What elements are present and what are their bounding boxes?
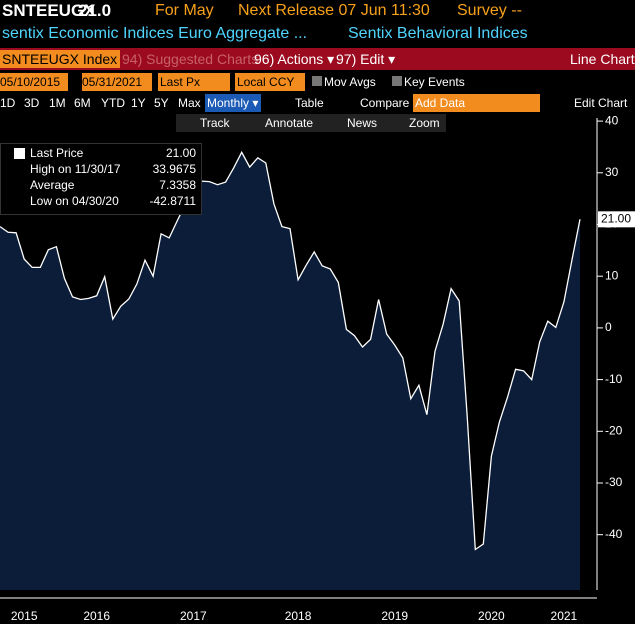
edit-chart[interactable]: Edit Chart xyxy=(574,96,628,110)
checkbox[interactable] xyxy=(392,76,402,86)
chart-type: Line Chart xyxy=(570,51,635,67)
toolbar xyxy=(0,48,635,70)
table[interactable]: Table xyxy=(295,96,324,110)
range-button[interactable]: 1M xyxy=(49,96,66,110)
tool-button[interactable]: News xyxy=(347,116,378,130)
range-button[interactable]: 3D xyxy=(24,96,40,110)
y-tick-label: -40 xyxy=(605,527,623,541)
last: 21.0 xyxy=(78,1,112,20)
last-value-label: 21.00 xyxy=(601,211,631,225)
y-tick-label: 0 xyxy=(605,320,612,334)
legend-swatch xyxy=(14,148,25,159)
legend-label: Low on 04/30/20 xyxy=(30,194,119,208)
field[interactable]: Last Px xyxy=(158,73,230,91)
suggested[interactable]: 94) Suggested Charts xyxy=(122,51,259,67)
key-events[interactable]: Key Events xyxy=(404,75,465,89)
ticker: SNTEEUGX xyxy=(2,1,96,20)
x-tick-label: 2021 xyxy=(551,609,578,623)
add-data[interactable]: Add Data xyxy=(413,94,540,112)
y-tick-label: -30 xyxy=(605,475,623,489)
tool-button[interactable]: Annotate xyxy=(265,116,314,130)
legend-value: 7.3358 xyxy=(159,178,196,192)
period: For May xyxy=(155,2,214,19)
y-tick-label: -20 xyxy=(605,423,623,437)
security[interactable]: SNTEEUGX Index xyxy=(0,50,120,68)
x-tick-label: 2018 xyxy=(285,609,312,623)
legend-box xyxy=(0,143,202,215)
x-tick-label: 2017 xyxy=(180,609,207,623)
y-tick-label: 30 xyxy=(605,165,619,179)
area xyxy=(0,152,580,591)
range-button[interactable]: 5Y xyxy=(154,96,169,110)
mov-avgs[interactable]: Mov Avgs xyxy=(324,75,376,89)
checkbox[interactable] xyxy=(312,76,322,86)
legend-value: 33.9675 xyxy=(152,162,196,176)
y-tick-label: -10 xyxy=(605,372,623,386)
range-button[interactable]: YTD xyxy=(101,96,125,110)
tool-bar xyxy=(176,114,446,132)
tool-button[interactable]: Zoom xyxy=(409,116,440,130)
description: sentix Economic Indices Euro Aggregate .… xyxy=(2,25,308,42)
legend-label: Average xyxy=(30,178,75,192)
compare[interactable]: Compare ▾ xyxy=(360,96,419,110)
legend-value: 21.00 xyxy=(165,146,196,160)
y-tick-label: 40 xyxy=(605,113,619,127)
actions[interactable]: 96) Actions ▾ xyxy=(254,51,335,67)
end-date[interactable]: 05/31/2021 xyxy=(82,73,152,91)
x-tick-label: 2016 xyxy=(83,609,110,623)
tool-button[interactable]: Track xyxy=(200,116,230,130)
legend-label: High on 11/30/17 xyxy=(30,162,121,176)
x-tick-label: 2015 xyxy=(11,609,38,623)
range-button[interactable]: 1Y xyxy=(131,96,146,110)
price-line xyxy=(0,150,581,551)
last-value-box xyxy=(598,211,635,228)
legend-value: -42.8711 xyxy=(149,194,196,208)
range-button[interactable]: 1D xyxy=(0,96,16,110)
currency[interactable]: Local CCY xyxy=(235,73,305,91)
x-tick-label: 2019 xyxy=(381,609,408,623)
frequency[interactable]: Monthly ▾ xyxy=(205,94,261,112)
release: Next Release 07 Jun 11:30 xyxy=(238,2,430,19)
edit[interactable]: 97) Edit ▾ xyxy=(336,51,396,67)
range-button[interactable]: Max xyxy=(178,96,201,110)
survey: Survey -- xyxy=(457,2,522,19)
legend-label: Last Price xyxy=(30,146,84,160)
y-tick-label: 10 xyxy=(605,268,619,282)
start-date[interactable]: 05/10/2015 xyxy=(0,73,68,91)
x-tick-label: 2020 xyxy=(478,609,505,623)
range-button[interactable]: 6M xyxy=(74,96,91,110)
group: Sentix Behavioral Indices xyxy=(348,25,528,42)
